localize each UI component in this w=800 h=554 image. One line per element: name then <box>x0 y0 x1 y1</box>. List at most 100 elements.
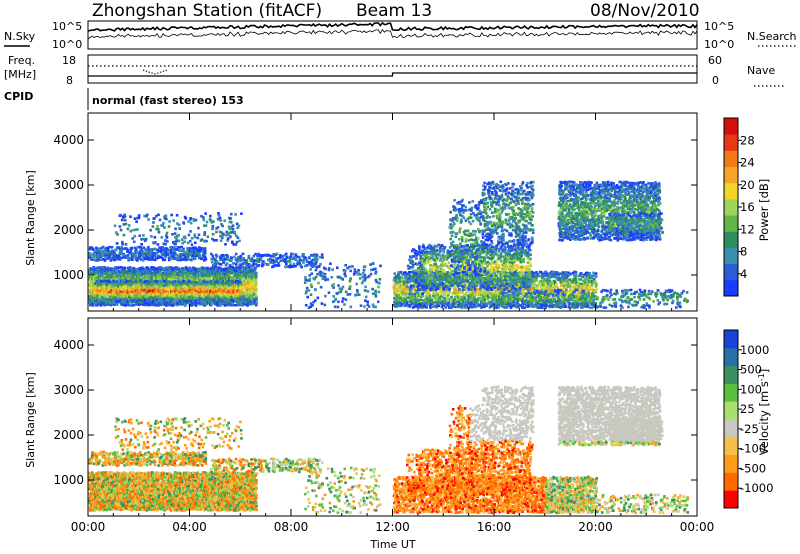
heatmap-cell <box>200 285 203 288</box>
heatmap-cell <box>206 275 210 278</box>
heatmap-cell <box>221 224 224 228</box>
heatmap-cell <box>122 276 125 280</box>
heatmap-cell <box>247 293 251 297</box>
heatmap-cell <box>93 274 96 278</box>
heatmap-cell <box>168 296 171 299</box>
heatmap-cell <box>125 303 128 307</box>
heatmap-cell <box>323 303 327 307</box>
heatmap-cell <box>135 268 139 271</box>
heatmap-cell <box>136 275 140 278</box>
heatmap-cell <box>212 220 215 223</box>
heatmap-cell <box>121 270 125 273</box>
heatmap-cell <box>121 278 125 282</box>
heatmap-cell <box>194 271 198 274</box>
nsky-line <box>87 21 698 32</box>
heatmap-cell <box>148 302 151 306</box>
heatmap-cell <box>203 255 207 258</box>
heatmap-cell <box>91 247 95 251</box>
heatmap-cell <box>133 270 136 273</box>
heatmap-cell <box>216 302 219 305</box>
heatmap-cell <box>116 277 119 281</box>
heatmap-cell <box>284 252 288 256</box>
heatmap-cell <box>108 273 111 277</box>
heatmap-cell <box>202 216 205 219</box>
heatmap-cell <box>157 228 160 231</box>
heatmap-cell <box>189 278 193 282</box>
heatmap-cell <box>226 301 230 305</box>
heatmap-cell <box>319 285 323 289</box>
heatmap-cell <box>188 239 192 243</box>
heatmap-cell <box>205 302 209 306</box>
heatmap-cell <box>374 292 378 295</box>
heatmap-cell <box>181 267 185 271</box>
heatmap-cell <box>417 298 420 302</box>
heatmap-cell <box>225 274 228 278</box>
heatmap-cell <box>165 217 168 221</box>
heatmap-cell <box>103 274 107 278</box>
heatmap-cell <box>157 213 160 217</box>
heatmap-cell <box>210 269 214 272</box>
heatmap-cell <box>239 302 243 305</box>
heatmap-cell <box>351 265 354 268</box>
heatmap-cell <box>234 263 238 266</box>
heatmap-cell <box>105 267 109 271</box>
heatmap-cell <box>228 264 232 267</box>
heatmap-cell <box>359 273 362 276</box>
heatmap-cell <box>156 225 159 228</box>
heatmap-cell <box>225 267 229 271</box>
heatmap-cell <box>165 301 169 304</box>
heatmap-cell <box>224 277 227 280</box>
heatmap-cell <box>99 269 103 272</box>
heatmap-cell <box>113 301 117 304</box>
heatmap-cell <box>212 268 216 271</box>
heatmap-cell <box>377 285 380 289</box>
heatmap-cell <box>204 212 207 215</box>
heatmap-cell <box>214 253 218 257</box>
heatmap-cell <box>315 254 319 257</box>
heatmap-cell <box>163 258 167 261</box>
heatmap-cell <box>155 280 159 283</box>
heatmap-cell <box>170 279 174 282</box>
heatmap-cell <box>216 226 220 229</box>
heatmap-cell <box>163 226 166 229</box>
heatmap-cell <box>233 269 237 272</box>
heatmap-cell <box>232 303 235 307</box>
heatmap-cell <box>200 302 204 306</box>
heatmap-cell <box>154 271 158 275</box>
heatmap-cell <box>245 291 248 295</box>
heatmap-cell <box>150 271 154 275</box>
heatmap-cell <box>238 303 242 307</box>
heatmap-cell <box>303 264 307 268</box>
heatmap-cell <box>110 267 113 270</box>
heatmap-cell <box>405 290 408 293</box>
heatmap-cell <box>349 277 352 280</box>
heatmap-cell <box>109 271 112 275</box>
heatmap-cell <box>306 295 309 299</box>
heatmap-cell <box>180 238 184 241</box>
heatmap-cell <box>183 276 186 280</box>
heatmap-cell <box>396 293 400 297</box>
heatmap-cell <box>244 289 248 292</box>
heatmap-cell <box>166 240 169 243</box>
heatmap-cell <box>246 277 250 281</box>
heatmap-cell <box>232 243 235 246</box>
heatmap-cell <box>158 277 162 281</box>
heatmap-cell <box>152 271 156 274</box>
heatmap-cell <box>132 304 136 307</box>
heatmap-cell <box>254 294 258 297</box>
heatmap-cell <box>363 273 367 277</box>
heatmap-cell <box>138 234 141 237</box>
heatmap-cell <box>160 236 164 239</box>
heatmap-cell <box>218 274 222 278</box>
heatmap-cell <box>207 267 210 271</box>
heatmap-cell <box>176 271 179 275</box>
heatmap-cell <box>168 274 172 278</box>
heatmap-cell <box>119 228 123 232</box>
heatmap-cell <box>311 304 314 307</box>
heatmap-cell <box>408 305 412 308</box>
heatmap-cell <box>376 300 380 304</box>
heatmap-cell <box>327 267 331 270</box>
heatmap-cell <box>240 290 244 294</box>
heatmap-cell <box>208 274 212 278</box>
